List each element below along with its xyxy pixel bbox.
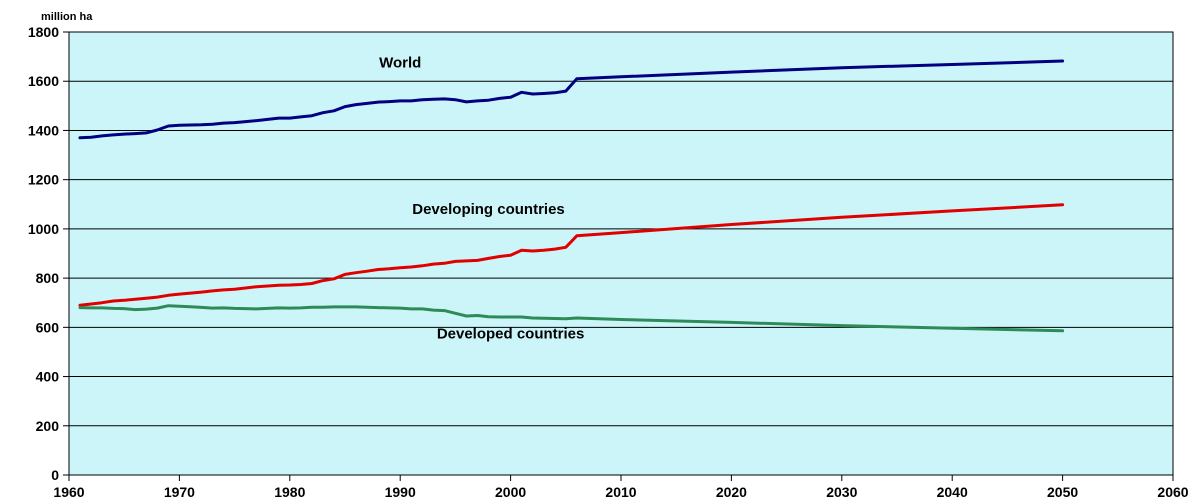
series-label-developing-countries: Developing countries (412, 201, 565, 218)
y-tick-label: 400 (36, 369, 60, 385)
x-tick-label: 2030 (826, 484, 857, 500)
gridlines (69, 80, 1173, 427)
y-tick-label: 600 (36, 319, 60, 335)
series-line-world (78, 59, 1065, 140)
x-tick-label: 2000 (495, 484, 526, 500)
y-tick-label: 1800 (28, 24, 59, 40)
y-tick-label: 1000 (28, 221, 59, 237)
x-tick-label: 1960 (53, 484, 84, 500)
x-tick-label: 2010 (605, 484, 636, 500)
x-tick-label: 2040 (937, 484, 968, 500)
x-tick-label: 2020 (716, 484, 747, 500)
x-tick-label: 1980 (274, 484, 305, 500)
x-tick-label: 2050 (1047, 484, 1078, 500)
x-tick-label: 2060 (1157, 484, 1188, 500)
y-tick-label: 200 (36, 418, 60, 434)
y-tick-label: 1600 (28, 73, 59, 89)
series-label-world: World (379, 55, 421, 72)
y-axis-unit-label: million ha (41, 11, 93, 23)
series-line-developed-countries (78, 304, 1065, 333)
y-axis-ticks: 0 200 400 600 800 1000 1200 1400 1600 1800 (28, 24, 69, 483)
plot-background (68, 31, 1174, 476)
y-tick-label: 1200 (28, 172, 59, 188)
series-labels: World Developing countries Developed count… (379, 55, 584, 343)
y-tick-label: 1400 (28, 122, 59, 138)
x-tick-label: 1970 (164, 484, 195, 500)
y-tick-label: 0 (51, 467, 59, 483)
x-axis-ticks: 1960 1970 1980 1990 2000 2010 2020 2030 2040 2050… (53, 475, 1189, 500)
y-tick-label: 800 (36, 270, 60, 286)
series-lines (78, 59, 1065, 333)
series-line-developing-countries (78, 203, 1065, 307)
series-label-developed-countries: Developed countries (437, 325, 585, 342)
x-tick-label: 1990 (385, 484, 416, 500)
